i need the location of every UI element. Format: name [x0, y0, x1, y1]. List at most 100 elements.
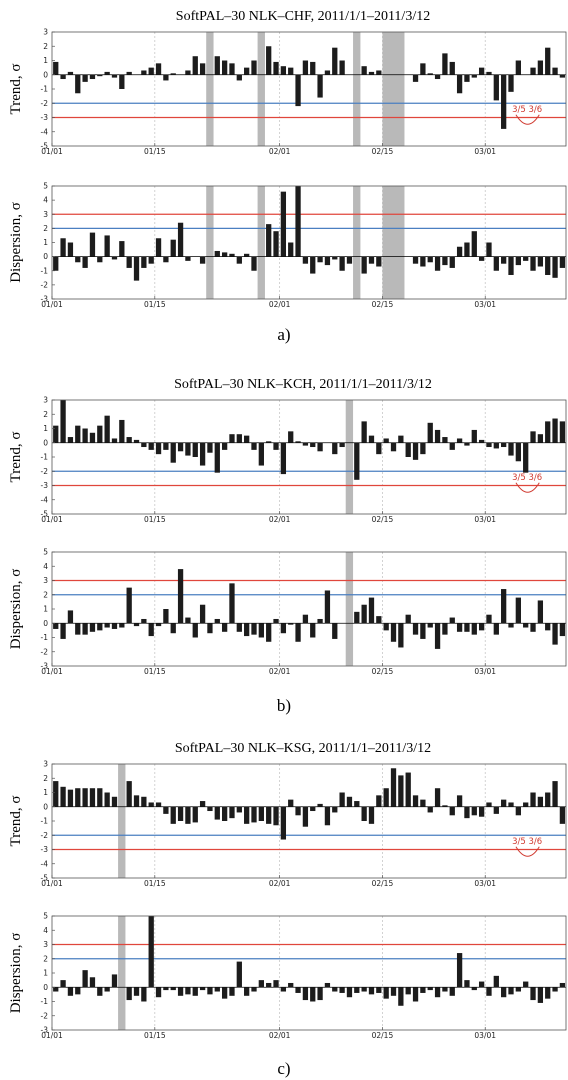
panel-b: SoftPAL–30 NLK–KCH, 2011/1/1–2011/3/12 3…	[8, 377, 567, 715]
panel-a-trend-bar	[464, 74, 470, 82]
panel-c-trend-bar	[412, 795, 419, 807]
panel-a-dispersion-xtick-label: 01/15	[144, 300, 166, 309]
panel-b-trend-bar	[288, 431, 294, 443]
panel-b-dispersion-bar	[508, 623, 514, 628]
panel-b-dispersion-chart: 5 4 3 2 1 0 -1 -2 -301/01 01/15 02/01 02/15 03/01 Dis…	[8, 548, 567, 676]
panel-b-dispersion-bar	[266, 623, 272, 642]
panel-a-trend-ytick-label: 1	[43, 56, 48, 65]
panel-a-dispersion-bar	[141, 256, 147, 268]
panel-a-trend-frame	[51, 31, 567, 147]
panel-a-dispersion-data-gap	[257, 186, 265, 299]
panel-c-trend-bar	[244, 806, 250, 824]
panel-a-trend-bar	[214, 56, 220, 75]
panel-b-dispersion-bar	[185, 617, 191, 624]
panel-a-dispersion-bar	[324, 256, 331, 266]
panel-b-dispersion-bar	[295, 623, 301, 642]
panel-b-trend-bar	[501, 442, 507, 448]
panel-a-dispersion-bar	[523, 256, 529, 261]
panel-c-dispersion-bar	[478, 981, 485, 988]
panel-b-trend-bar	[545, 421, 551, 443]
panel-a-dispersion-bar	[185, 256, 191, 261]
panel-b-trend-bar	[515, 442, 521, 462]
panel-a-dispersion-bar	[501, 256, 507, 264]
panel-b-dispersion-bar	[427, 623, 433, 628]
panel-b-trend-bar	[339, 442, 345, 448]
panel-a-trend-annotation-label: 3/6	[528, 105, 542, 115]
panel-a-dispersion-bar	[464, 242, 470, 257]
panel-b-trend-xtick-label: 01/01	[41, 515, 63, 524]
panel-a-dispersion-data-gap	[206, 186, 214, 299]
panel-a-trend-bar	[486, 71, 492, 75]
panel-a-trend-annotation-arc	[515, 114, 540, 125]
panel-b-trend-ytick-label: 2	[43, 410, 48, 419]
panel-c-trend-bar	[258, 806, 264, 821]
panel-c-dispersion-bar	[420, 987, 426, 993]
panel-c-trend-bar	[60, 786, 66, 807]
panel-b-trend-ytick-label: -3	[41, 481, 49, 490]
panel-b-trend-bar	[280, 442, 287, 475]
panel-b-trend-bar	[199, 442, 206, 466]
panel-a-dispersion-xtick-label: 03/01	[474, 300, 496, 309]
panel-c-trend-bar	[339, 792, 345, 807]
panel-b-dispersion-bar	[111, 623, 118, 629]
panel-a-trend-bar	[456, 74, 463, 94]
panel-a-dispersion-bar	[471, 231, 477, 257]
panel-c-dispersion-chart: 5 4 3 2 1 0 -1 -2 -301/01 01/15 02/01 02/15 03/01 Dis…	[8, 912, 567, 1040]
panel-a-trend-bar	[185, 70, 191, 75]
panel-b-dispersion-bar	[221, 623, 228, 632]
panel-c-trend-bar	[288, 799, 294, 807]
panel-c-dispersion-xtick-label: 03/01	[474, 1031, 496, 1040]
panel-c-dispersion-bar	[471, 987, 477, 991]
panel-a-trend-bar	[317, 74, 323, 98]
panel-a-dispersion-bar	[302, 256, 309, 264]
panel-c-trend-bar	[405, 772, 411, 807]
panel-c-trend-bar	[302, 806, 309, 827]
panel-a-dispersion-bar	[508, 256, 514, 275]
panel-c-dispersion-xtick-label: 01/15	[144, 1031, 166, 1040]
panel-b-trend-bar	[530, 431, 536, 443]
panel-b-dispersion-bar	[119, 623, 125, 628]
panel-a-dispersion-bar	[266, 224, 272, 257]
panel-a-trend-bar	[75, 74, 81, 94]
panel-a-trend-bar	[67, 71, 74, 75]
panel-b-dispersion-ytick-label: 4	[43, 562, 48, 571]
panel-c-trend-bar	[478, 806, 485, 817]
panel-c-trend-bar	[390, 768, 397, 807]
panel-c-dispersion-bar	[288, 982, 294, 988]
panel-a-dispersion-bar	[368, 256, 375, 264]
panel-c-trend-chart: 3 2 1 0 -1 -2 -3 -4 -501/01 01/15 02/01 02/15 03/01 T…	[8, 760, 567, 888]
panel-c-trend-bar	[471, 806, 477, 816]
panel-b-dispersion-bar	[368, 597, 375, 624]
panel-c-dispersion-ytick-label: -2	[41, 1011, 49, 1020]
panel-b-dispersion-bar	[89, 623, 96, 632]
panel-b-trend-bar	[302, 442, 309, 446]
panel-c-trend-bar	[148, 802, 154, 807]
panel-a-dispersion-bar	[53, 256, 59, 271]
panel-b-trend-bar	[376, 442, 382, 455]
panel-b-trend-bar	[486, 442, 492, 448]
panel-b-trend-bar	[537, 434, 544, 443]
panel-a-trend-ytick-label: 2	[43, 42, 48, 51]
panel-b-trend-xtick-label: 02/01	[269, 515, 291, 524]
panel-b-dispersion-bar	[177, 569, 184, 624]
panel-a-trend-data-gap	[382, 32, 405, 146]
panel-b-dispersion-bar	[471, 623, 477, 635]
panel-c-trend-bar	[434, 788, 441, 807]
panel-b-trend-bar	[405, 442, 411, 457]
panel-c-dispersion-xtick-label: 02/15	[372, 1031, 394, 1040]
panel-b-dispersion-bar	[199, 604, 206, 624]
panel-b-trend-bar	[559, 421, 566, 443]
panel-b-trend-bar	[464, 442, 470, 446]
panel-c-trend-bar	[126, 781, 132, 807]
panel-c-dispersion-bar	[545, 987, 551, 999]
panel-a-dispersion-bar	[412, 256, 419, 264]
panel-a-dispersion-bar	[545, 256, 551, 275]
panel-a-dispersion-bar	[126, 256, 132, 268]
panel-a-dispersion-xtick-label: 02/15	[372, 300, 394, 309]
panel-a-trend-bar	[478, 67, 485, 75]
panel-a-dispersion-data-gap	[353, 186, 361, 299]
panel-a-trend-bar	[508, 74, 514, 92]
panel-a-trend-bar	[420, 63, 426, 75]
panel-a-trend-bar	[236, 74, 242, 81]
panel-a-trend-ytick-label: -3	[41, 113, 49, 122]
